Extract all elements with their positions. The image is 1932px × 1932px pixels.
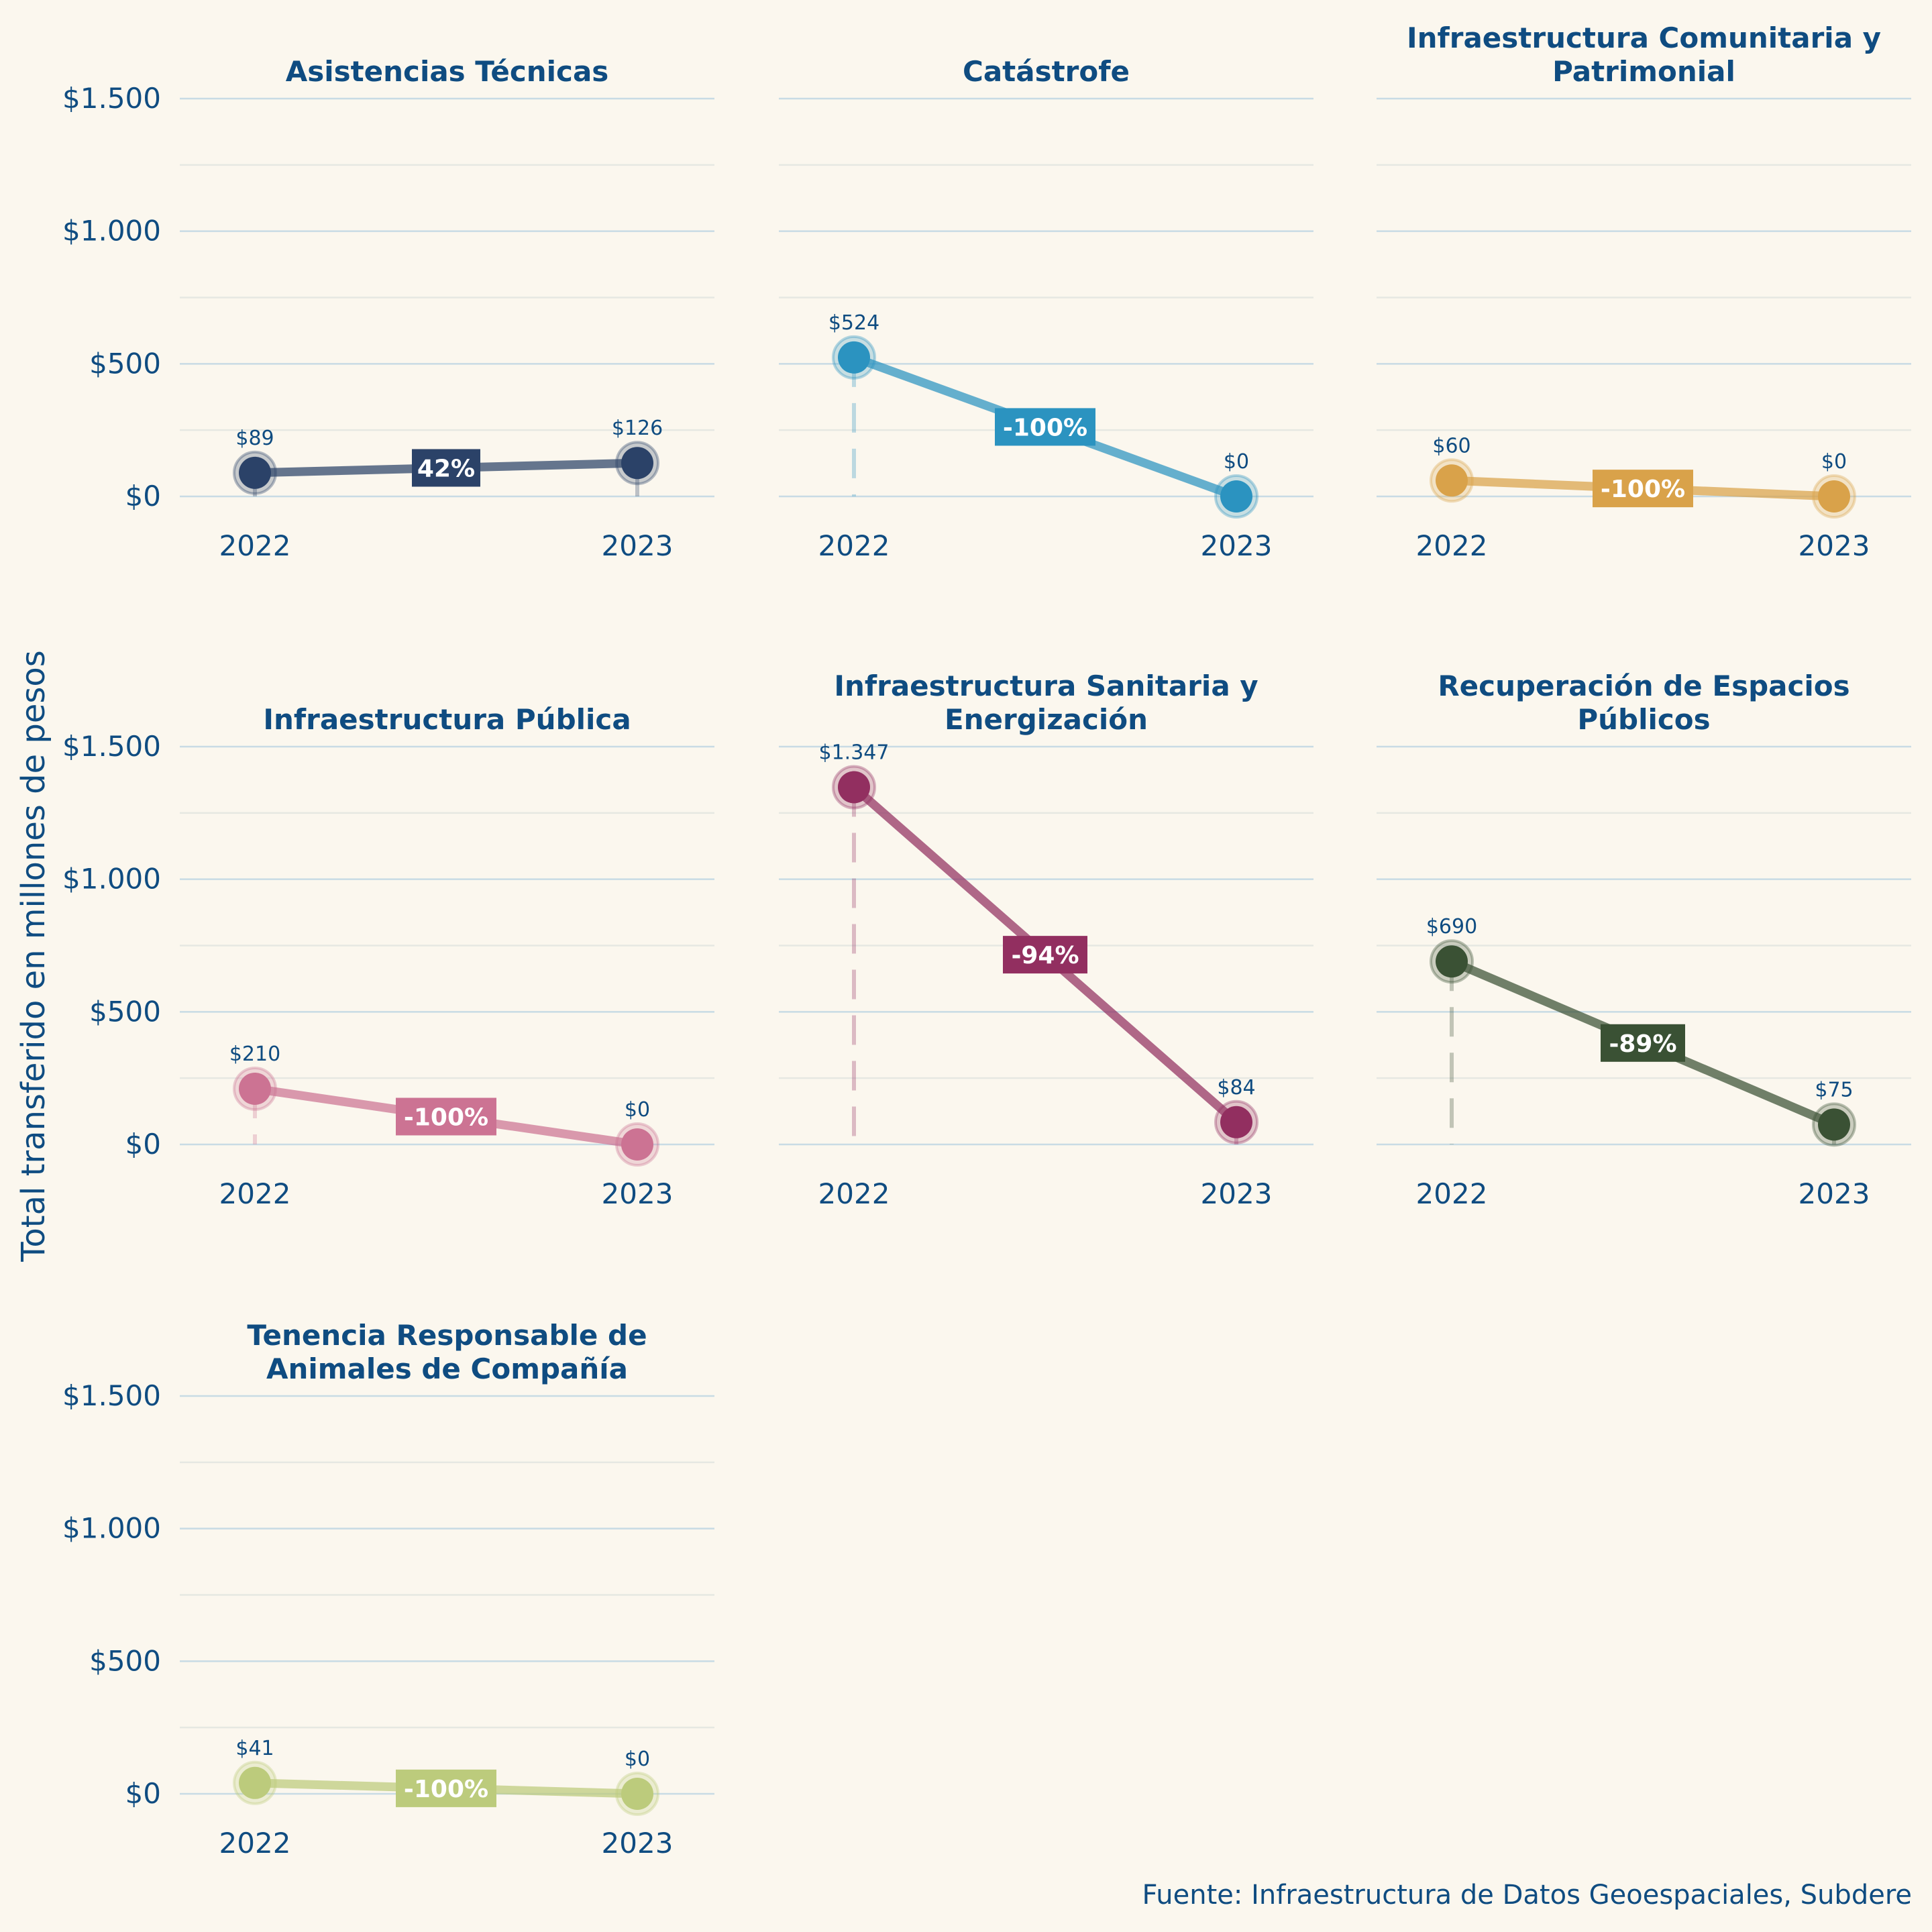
value-label: $690 — [1426, 915, 1477, 938]
y-tick-label: $1.500 — [62, 1379, 161, 1412]
value-label: $89 — [235, 427, 274, 450]
change-label: -100% — [404, 1104, 488, 1131]
data-point — [838, 771, 870, 804]
panel-title: Recuperación de Espacios — [1438, 669, 1849, 702]
x-tick-label: 2022 — [1416, 529, 1488, 562]
x-tick-label: 2023 — [1201, 1177, 1273, 1210]
panel-title: Asistencias Técnicas — [286, 55, 609, 88]
x-tick-label: 2022 — [818, 529, 890, 562]
panels: $0 $500 $1.000 $1.500 2022 2023 Asistencias Té… — [62, 21, 1911, 1860]
x-tick-label: 2022 — [219, 1177, 291, 1210]
change-label-box — [396, 1769, 496, 1807]
x-tick-label: 2022 — [219, 1827, 291, 1860]
x-tick-label: 2023 — [1201, 529, 1273, 562]
change-label-box — [1003, 936, 1087, 974]
panel-title: Tenencia Responsable de — [247, 1319, 647, 1352]
x-tick-label: 2023 — [602, 529, 674, 562]
panel-7: $0 $500 $1.000 $1.500 2022 2023 Tenencia Respo… — [62, 1319, 714, 1860]
y-tick-label: $500 — [89, 995, 161, 1028]
data-point — [239, 1766, 271, 1799]
panel-title: Animales de Compañía — [266, 1352, 628, 1385]
data-point — [621, 1128, 653, 1161]
change-label-box — [1593, 470, 1693, 508]
y-tick-label: $0 — [125, 1777, 161, 1810]
y-tick-label: $0 — [125, 1128, 161, 1161]
change-label-box — [412, 449, 480, 487]
panel-3: 2022 2023 Infraestructura Comunitaria yPat… — [1377, 21, 1911, 562]
y-tick-label: $500 — [89, 1644, 161, 1677]
panel-4: $0 $500 $1.000 $1.500 2022 2023 Infraestructur… — [62, 703, 714, 1210]
panel-title: Catástrofe — [963, 55, 1130, 88]
data-point — [621, 1778, 653, 1810]
panel-6: 2022 2023 Recuperación de EspaciosPúblicos… — [1377, 669, 1911, 1210]
x-tick-label: 2022 — [1416, 1177, 1488, 1210]
panel-title: Infraestructura Comunitaria y — [1407, 21, 1881, 54]
value-label: $0 — [1821, 450, 1847, 474]
change-label-box — [396, 1097, 496, 1136]
y-tick-label: $500 — [89, 347, 161, 380]
x-tick-label: 2023 — [602, 1827, 674, 1860]
data-point — [1220, 480, 1252, 513]
data-point — [1220, 1106, 1252, 1138]
value-label: $75 — [1815, 1078, 1853, 1102]
x-tick-label: 2023 — [1799, 1177, 1870, 1210]
panel-title: Infraestructura Pública — [263, 703, 631, 736]
data-point — [1436, 945, 1468, 978]
value-label: $84 — [1217, 1076, 1255, 1099]
y-tick-label: $1.000 — [62, 863, 161, 896]
source-caption: Fuente: Infraestructura de Datos Geoespa… — [1142, 1880, 1912, 1911]
change-label: -100% — [1003, 414, 1087, 441]
value-label: $60 — [1432, 434, 1470, 458]
value-label: $0 — [1224, 450, 1249, 474]
y-tick-label: $1.000 — [62, 215, 161, 248]
change-label: -100% — [1601, 476, 1685, 503]
x-tick-label: 2022 — [818, 1177, 890, 1210]
value-label: $210 — [229, 1042, 280, 1066]
change-label: 42% — [417, 455, 475, 483]
panel-2: 2022 2023 Catástrofe $524 $0 -100% — [779, 55, 1313, 562]
value-label: $0 — [625, 1748, 650, 1771]
data-point — [239, 1072, 271, 1105]
data-point — [838, 341, 870, 374]
x-tick-label: 2023 — [602, 1177, 674, 1210]
data-point — [621, 447, 653, 480]
y-tick-label: $0 — [125, 480, 161, 513]
panel-title: Públicos — [1577, 703, 1710, 736]
value-label: $126 — [612, 417, 663, 440]
change-label: -94% — [1011, 942, 1079, 969]
data-point — [239, 456, 271, 489]
change-label-box — [1601, 1024, 1685, 1062]
x-tick-label: 2022 — [219, 529, 291, 562]
y-tick-label: $1.500 — [62, 82, 161, 115]
value-label: $1.347 — [819, 741, 890, 764]
data-point — [1818, 480, 1850, 513]
y-axis-title: Total transferido en millones de pesos — [15, 650, 52, 1263]
panel-title: Infraestructura Sanitaria y — [834, 669, 1258, 702]
data-point — [1436, 464, 1468, 497]
y-tick-label: $1.500 — [62, 730, 161, 763]
panel-5: 2022 2023 Infraestructura Sanitaria yEnerg… — [779, 669, 1313, 1210]
change-label: -89% — [1609, 1030, 1676, 1058]
panel-title: Patrimonial — [1552, 55, 1735, 88]
panel-1: $0 $500 $1.000 $1.500 2022 2023 Asistencias Té… — [62, 55, 714, 562]
value-label: $0 — [625, 1098, 650, 1122]
value-label: $41 — [235, 1737, 274, 1760]
y-tick-label: $1.000 — [62, 1512, 161, 1545]
x-tick-label: 2023 — [1799, 529, 1870, 562]
change-label-box — [995, 408, 1095, 446]
panel-title: Energización — [945, 703, 1148, 736]
change-label: -100% — [404, 1776, 488, 1803]
data-point — [1818, 1108, 1850, 1141]
value-label: $524 — [828, 311, 879, 335]
